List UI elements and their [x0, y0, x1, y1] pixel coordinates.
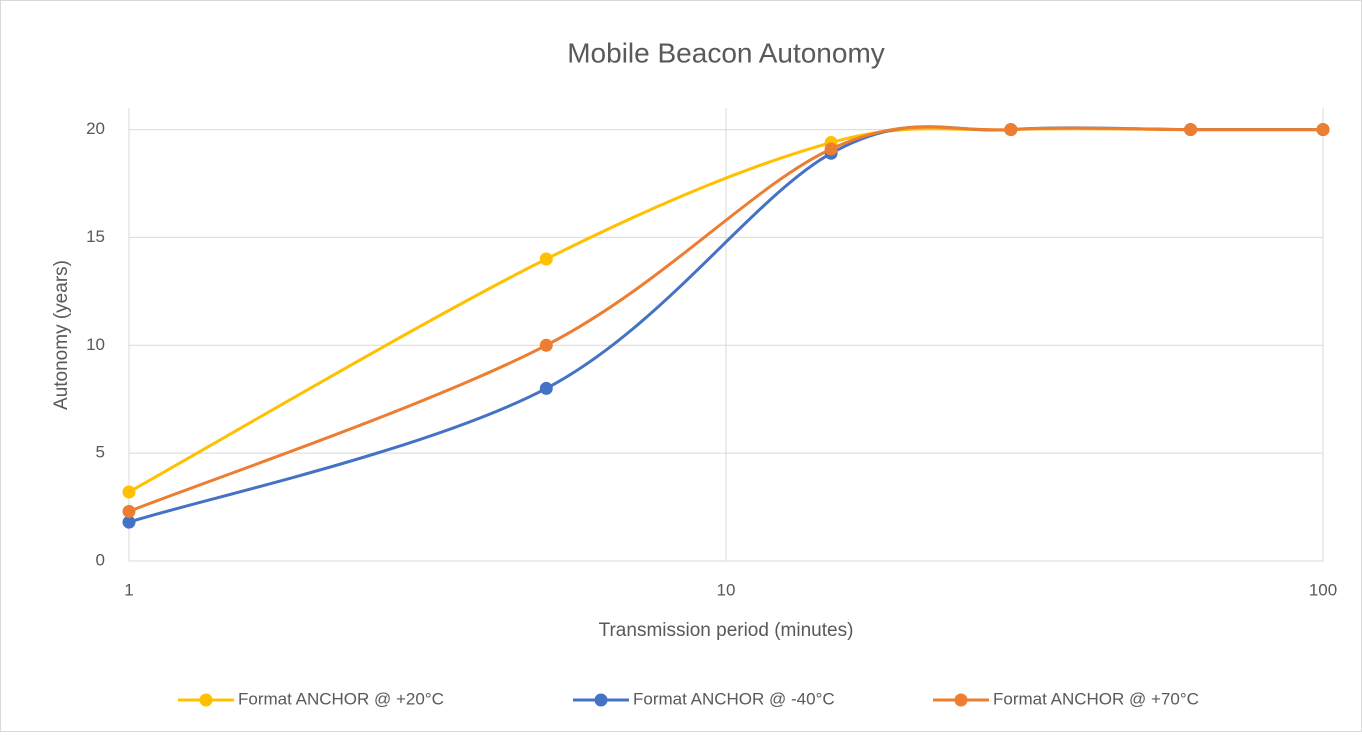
y-axis-label: Autonomy (years)	[51, 260, 72, 410]
y-tick-label: 20	[86, 119, 105, 138]
data-point	[122, 485, 136, 499]
y-tick-label: 15	[86, 227, 105, 246]
x-tick-label: 100	[1309, 580, 1337, 599]
data-point	[824, 142, 838, 156]
legend-label: Format ANCHOR @ +70°C	[993, 689, 1199, 708]
legend-label: Format ANCHOR @ -40°C	[633, 689, 835, 708]
data-point	[539, 252, 553, 266]
data-point	[1184, 123, 1198, 137]
data-point	[539, 338, 553, 352]
x-tick-label: 10	[717, 580, 736, 599]
y-tick-label: 10	[86, 335, 105, 354]
data-point	[1316, 123, 1330, 137]
y-tick-label: 0	[96, 550, 105, 569]
legend-marker	[594, 693, 608, 707]
data-point	[122, 504, 136, 518]
chart-title: Mobile Beacon Autonomy	[567, 37, 885, 68]
data-point	[539, 381, 553, 395]
legend-marker	[954, 693, 968, 707]
data-point	[1004, 123, 1018, 137]
data-point	[122, 515, 136, 529]
x-tick-label: 1	[124, 580, 133, 599]
legend-label: Format ANCHOR @ +20°C	[238, 689, 444, 708]
legend-marker	[199, 693, 213, 707]
x-axis-label: Transmission period (minutes)	[599, 620, 854, 641]
y-tick-label: 5	[96, 443, 105, 462]
